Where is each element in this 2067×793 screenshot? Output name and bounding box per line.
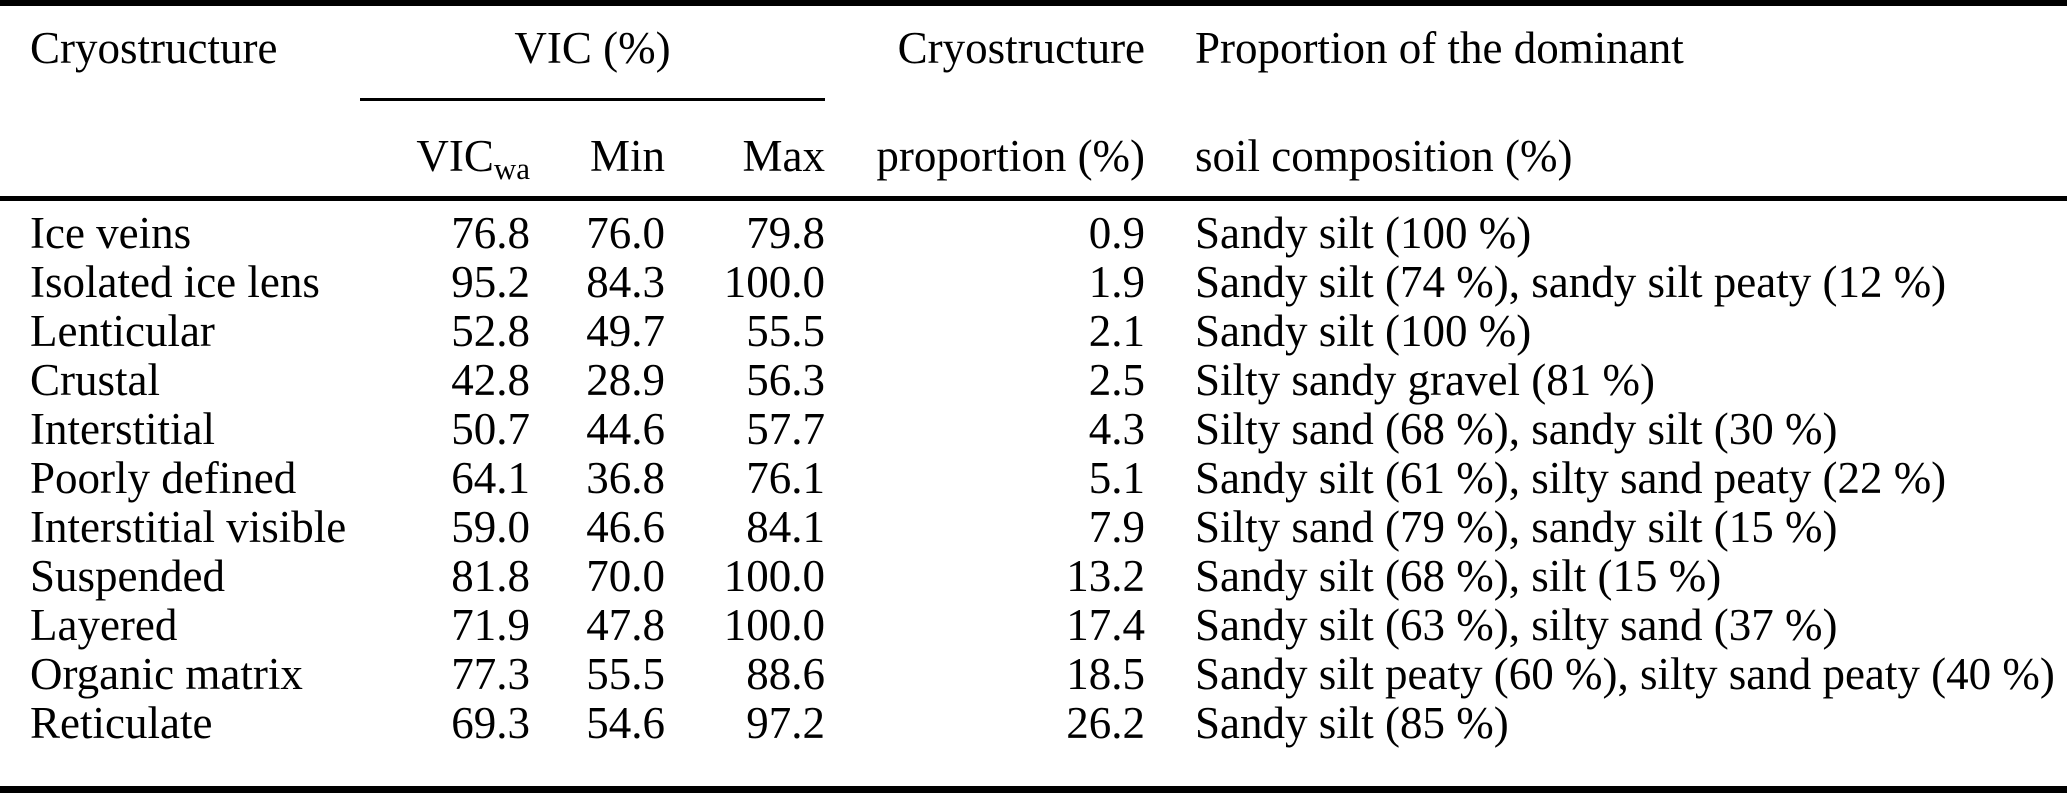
max-cell: 84.1 <box>746 502 826 552</box>
vic-wa-cell: 95.2 <box>451 257 530 307</box>
soil-cell: Sandy silt (61 %), silty sand peaty (22 … <box>1195 453 1947 503</box>
proportion-cell: 7.9 <box>1088 502 1146 552</box>
proportion-cell: 4.3 <box>1088 404 1146 454</box>
table-row: Lenticular 52.8 49.7 55.5 2.1 Sandy silt… <box>0 307 2067 356</box>
min-cell: 55.5 <box>586 649 665 699</box>
vic-wa-cell: 59.0 <box>451 502 530 552</box>
soil-cell: Sandy silt (63 %), silty sand (37 %) <box>1195 600 1838 650</box>
proportion-cell: 17.4 <box>1066 600 1146 650</box>
header-cryostructure: Cryostructure <box>30 23 278 73</box>
vic-wa-cell: 52.8 <box>451 306 530 356</box>
max-cell: 100.0 <box>723 551 826 601</box>
proportion-cell: 18.5 <box>1066 649 1146 699</box>
table-row: Isolated ice lens 95.2 84.3 100.0 1.9 Sa… <box>0 258 2067 307</box>
vic-wa-cell: 64.1 <box>451 453 530 503</box>
soil-cell: Sandy silt (74 %), sandy silt peaty (12 … <box>1195 257 1947 307</box>
table-row: Ice veins 76.8 76.0 79.8 0.9 Sandy silt … <box>0 199 2067 259</box>
header-row-2: VICwa Min Max proportion (%) soil compos… <box>0 99 2067 201</box>
proportion-cell: 0.9 <box>1088 208 1146 258</box>
cryostructure-cell: Interstitial <box>30 404 215 454</box>
soil-cell: Sandy silt (100 %) <box>1195 208 1532 258</box>
soil-cell: Sandy silt (85 %) <box>1195 698 1509 748</box>
table-body: Ice veins 76.8 76.0 79.8 0.9 Sandy silt … <box>0 199 2067 749</box>
table-row: Interstitial 50.7 44.6 57.7 4.3 Silty sa… <box>0 405 2067 454</box>
vic-wa-cell: 42.8 <box>451 355 530 405</box>
header-proportion-line2: proportion (%) <box>825 99 1146 201</box>
cryostructure-cell: Suspended <box>30 551 225 601</box>
cryostructure-cell: Poorly defined <box>30 453 297 503</box>
max-cell: 57.7 <box>746 404 826 454</box>
soil-cell: Silty sand (68 %), sandy silt (30 %) <box>1195 404 1838 454</box>
max-cell: 100.0 <box>723 600 826 650</box>
soil-cell: Sandy silt (68 %), silt (15 %) <box>1195 551 1722 601</box>
max-cell: 56.3 <box>746 355 826 405</box>
min-cell: 46.6 <box>586 502 665 552</box>
max-cell: 97.2 <box>746 698 826 748</box>
header-vic-wa: VICwa <box>360 99 530 201</box>
table-row: Suspended 81.8 70.0 100.0 13.2 Sandy sil… <box>0 552 2067 601</box>
cryostructure-cell: Interstitial visible <box>30 502 347 552</box>
table-header: Cryostructure VIC (%) Cryostructure Prop… <box>0 6 2067 201</box>
max-cell: 79.8 <box>746 208 826 258</box>
max-cell: 55.5 <box>746 306 826 356</box>
soil-cell: Sandy silt (100 %) <box>1195 306 1532 356</box>
max-cell: 88.6 <box>746 649 826 699</box>
table-row: Crustal 42.8 28.9 56.3 2.5 Silty sandy g… <box>0 356 2067 405</box>
table-row: Organic matrix 77.3 55.5 88.6 18.5 Sandy… <box>0 650 2067 699</box>
table-row: Poorly defined 64.1 36.8 76.1 5.1 Sandy … <box>0 454 2067 503</box>
min-cell: 28.9 <box>586 355 665 405</box>
vic-wa-cell: 50.7 <box>451 404 530 454</box>
proportion-cell: 26.2 <box>1066 698 1146 748</box>
vic-wa-cell: 81.8 <box>451 551 530 601</box>
min-cell: 47.8 <box>586 600 665 650</box>
cryostructure-cell: Isolated ice lens <box>30 257 320 307</box>
min-cell: 54.6 <box>586 698 665 748</box>
header-soil-line1: Proportion of the dominant <box>1195 23 1684 73</box>
table-row: Interstitial visible 59.0 46.6 84.1 7.9 … <box>0 503 2067 552</box>
header-vic-wa-subscript: wa <box>493 150 530 186</box>
cryostructure-cell: Reticulate <box>30 698 213 748</box>
proportion-cell: 1.9 <box>1088 257 1146 307</box>
min-cell: 84.3 <box>586 257 665 307</box>
min-cell: 36.8 <box>586 453 665 503</box>
vic-wa-cell: 77.3 <box>451 649 530 699</box>
table-row: Layered 71.9 47.8 100.0 17.4 Sandy silt … <box>0 601 2067 650</box>
proportion-cell: 5.1 <box>1088 453 1146 503</box>
header-vic-wa-main: VIC <box>416 131 494 181</box>
cryostructure-cell: Ice veins <box>30 208 192 258</box>
header-empty-cell <box>0 99 360 201</box>
soil-cell: Silty sandy gravel (81 %) <box>1195 355 1655 405</box>
min-cell: 49.7 <box>586 306 665 356</box>
header-max: Max <box>665 99 826 201</box>
vic-wa-cell: 71.9 <box>451 600 530 650</box>
header-min: Min <box>530 99 665 201</box>
max-cell: 76.1 <box>746 453 826 503</box>
cryostructure-cell: Organic matrix <box>30 649 303 699</box>
vic-wa-cell: 69.3 <box>451 698 530 748</box>
cryostructure-cell: Lenticular <box>30 306 215 356</box>
min-cell: 70.0 <box>586 551 665 601</box>
min-cell: 44.6 <box>586 404 665 454</box>
header-proportion-line1: Cryostructure <box>897 23 1146 73</box>
soil-cell: Silty sand (79 %), sandy silt (15 %) <box>1195 502 1838 552</box>
header-row-1: Cryostructure VIC (%) Cryostructure Prop… <box>0 6 2067 101</box>
proportion-cell: 2.1 <box>1088 306 1146 356</box>
header-soil-line2: soil composition (%) <box>1145 99 2067 201</box>
cryostructure-cell: Layered <box>30 600 178 650</box>
cryostructure-cell: Crustal <box>30 355 160 405</box>
table-row: Reticulate 69.3 54.6 97.2 26.2 Sandy sil… <box>0 699 2067 748</box>
vic-wa-cell: 76.8 <box>451 208 530 258</box>
header-vic-group: VIC (%) <box>360 6 826 101</box>
proportion-cell: 13.2 <box>1066 551 1146 601</box>
cryostructure-table: Cryostructure VIC (%) Cryostructure Prop… <box>0 6 2067 748</box>
max-cell: 100.0 <box>723 257 826 307</box>
soil-cell: Sandy silt peaty (60 %), silty sand peat… <box>1195 649 2055 699</box>
min-cell: 76.0 <box>586 208 665 258</box>
proportion-cell: 2.5 <box>1088 355 1146 405</box>
